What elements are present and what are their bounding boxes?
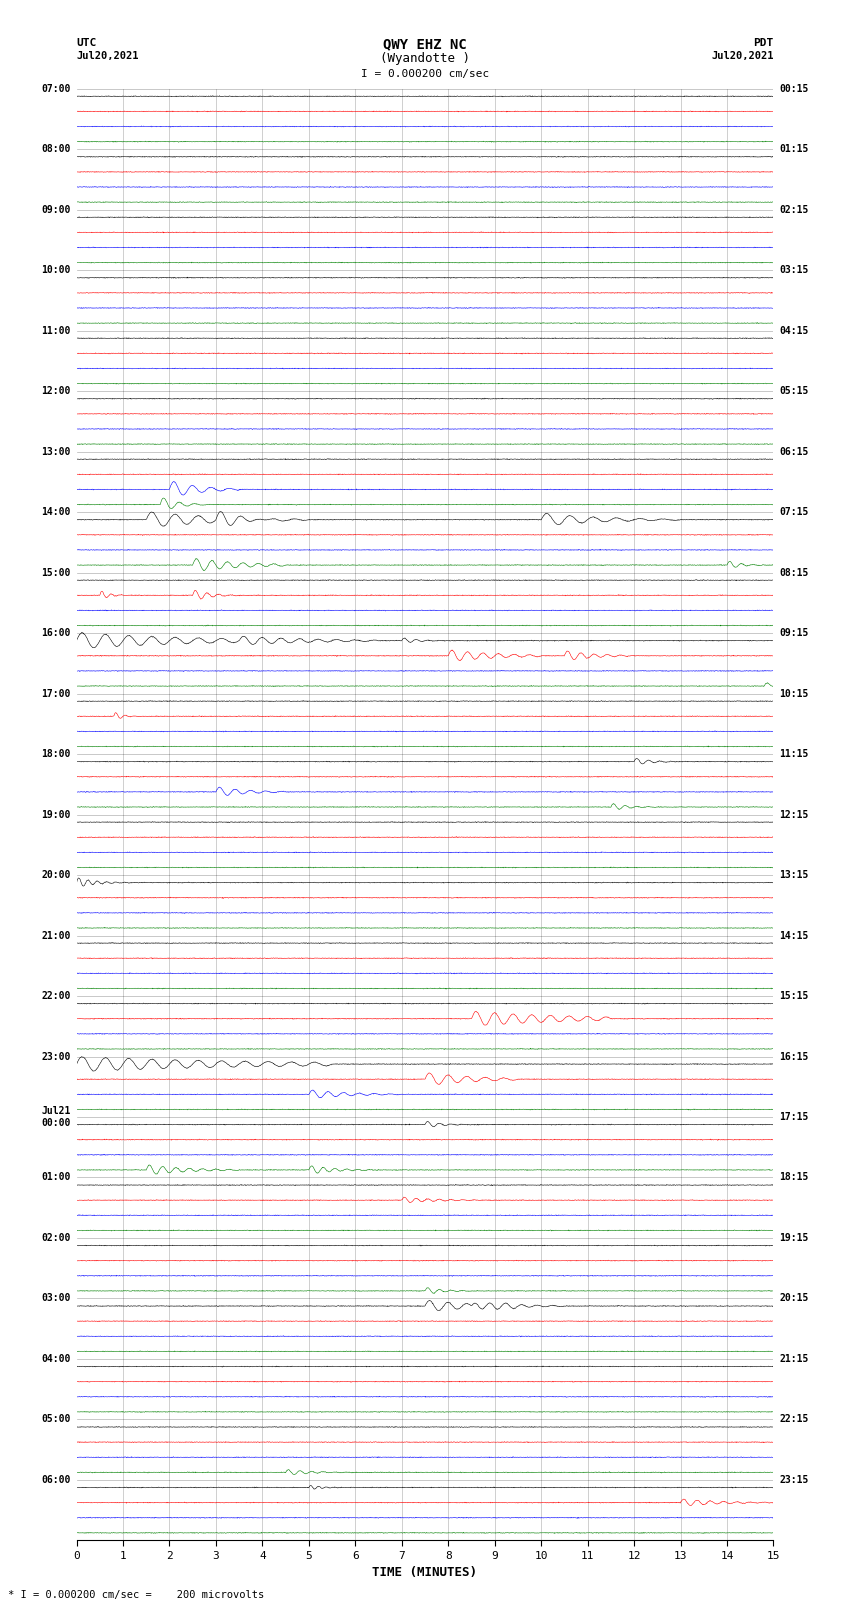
Text: 20:00: 20:00 bbox=[41, 869, 71, 881]
Text: UTC: UTC bbox=[76, 39, 97, 48]
X-axis label: TIME (MINUTES): TIME (MINUTES) bbox=[372, 1566, 478, 1579]
Text: 12:00: 12:00 bbox=[41, 386, 71, 397]
Text: 10:00: 10:00 bbox=[41, 265, 71, 276]
Text: PDT: PDT bbox=[753, 39, 774, 48]
Text: 07:15: 07:15 bbox=[779, 506, 809, 518]
Text: 01:00: 01:00 bbox=[41, 1173, 71, 1182]
Text: 06:15: 06:15 bbox=[779, 447, 809, 456]
Text: Jul20,2021: Jul20,2021 bbox=[76, 52, 139, 61]
Text: 22:00: 22:00 bbox=[41, 990, 71, 1002]
Text: 19:15: 19:15 bbox=[779, 1232, 809, 1244]
Text: 04:00: 04:00 bbox=[41, 1353, 71, 1365]
Text: I = 0.000200 cm/sec: I = 0.000200 cm/sec bbox=[361, 69, 489, 79]
Text: Jul21
00:00: Jul21 00:00 bbox=[41, 1107, 71, 1127]
Text: 19:00: 19:00 bbox=[41, 810, 71, 819]
Text: 05:00: 05:00 bbox=[41, 1415, 71, 1424]
Text: 06:00: 06:00 bbox=[41, 1474, 71, 1486]
Text: 17:00: 17:00 bbox=[41, 689, 71, 698]
Text: 05:15: 05:15 bbox=[779, 386, 809, 397]
Text: 21:15: 21:15 bbox=[779, 1353, 809, 1365]
Text: 09:15: 09:15 bbox=[779, 627, 809, 639]
Text: 18:00: 18:00 bbox=[41, 748, 71, 760]
Text: 03:00: 03:00 bbox=[41, 1294, 71, 1303]
Text: 14:00: 14:00 bbox=[41, 506, 71, 518]
Text: 23:15: 23:15 bbox=[779, 1474, 809, 1486]
Text: QWY EHZ NC: QWY EHZ NC bbox=[383, 37, 467, 50]
Text: 12:15: 12:15 bbox=[779, 810, 809, 819]
Text: 00:15: 00:15 bbox=[779, 84, 809, 94]
Text: 14:15: 14:15 bbox=[779, 931, 809, 940]
Text: 16:15: 16:15 bbox=[779, 1052, 809, 1061]
Text: 08:00: 08:00 bbox=[41, 144, 71, 155]
Text: 03:15: 03:15 bbox=[779, 265, 809, 276]
Text: 15:15: 15:15 bbox=[779, 990, 809, 1002]
Text: 02:00: 02:00 bbox=[41, 1232, 71, 1244]
Text: 16:00: 16:00 bbox=[41, 627, 71, 639]
Text: 01:15: 01:15 bbox=[779, 144, 809, 155]
Text: 09:00: 09:00 bbox=[41, 205, 71, 215]
Text: 04:15: 04:15 bbox=[779, 326, 809, 336]
Text: * I = 0.000200 cm/sec =    200 microvolts: * I = 0.000200 cm/sec = 200 microvolts bbox=[8, 1590, 264, 1600]
Text: 08:15: 08:15 bbox=[779, 568, 809, 577]
Text: Jul20,2021: Jul20,2021 bbox=[711, 52, 774, 61]
Text: 13:00: 13:00 bbox=[41, 447, 71, 456]
Text: (Wyandotte ): (Wyandotte ) bbox=[380, 52, 470, 65]
Text: 10:15: 10:15 bbox=[779, 689, 809, 698]
Text: 07:00: 07:00 bbox=[41, 84, 71, 94]
Text: 02:15: 02:15 bbox=[779, 205, 809, 215]
Text: 11:00: 11:00 bbox=[41, 326, 71, 336]
Text: 23:00: 23:00 bbox=[41, 1052, 71, 1061]
Text: 11:15: 11:15 bbox=[779, 748, 809, 760]
Text: 22:15: 22:15 bbox=[779, 1415, 809, 1424]
Text: 13:15: 13:15 bbox=[779, 869, 809, 881]
Text: 18:15: 18:15 bbox=[779, 1173, 809, 1182]
Text: 20:15: 20:15 bbox=[779, 1294, 809, 1303]
Text: 17:15: 17:15 bbox=[779, 1111, 809, 1123]
Text: 15:00: 15:00 bbox=[41, 568, 71, 577]
Text: 21:00: 21:00 bbox=[41, 931, 71, 940]
